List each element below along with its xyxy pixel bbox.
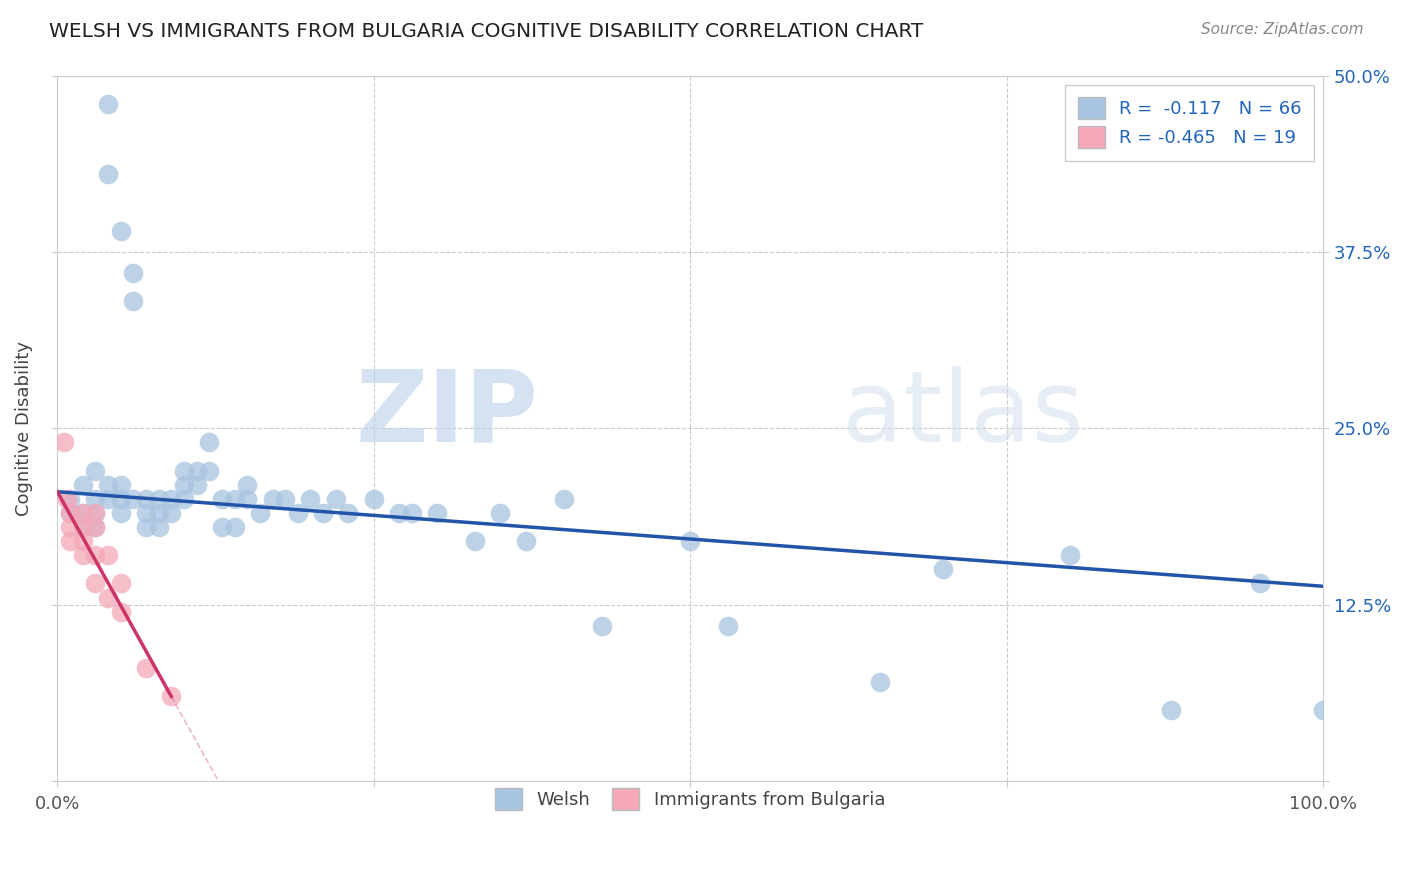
Point (388, 506, 411, 520)
Point (224, 491, 246, 506)
Point (52, 435, 75, 450)
Point (679, 534, 702, 549)
Point (72, 477, 94, 491)
Point (426, 506, 449, 520)
Point (932, 562, 955, 576)
Point (160, 690, 183, 704)
Point (97, 491, 120, 506)
Point (110, 506, 132, 520)
Point (591, 619, 613, 633)
Point (59, 520, 82, 534)
Text: Source: ZipAtlas.com: Source: ZipAtlas.com (1201, 22, 1364, 37)
Point (110, 576, 132, 591)
Point (135, 506, 157, 520)
Point (72, 506, 94, 520)
Point (464, 534, 486, 549)
Point (59, 534, 82, 549)
Point (249, 506, 271, 520)
Point (97, 96, 120, 111)
Point (56, 491, 79, 506)
Point (84, 506, 107, 520)
Point (186, 477, 208, 491)
Point (59, 506, 82, 520)
Point (97, 477, 120, 491)
Point (211, 520, 233, 534)
Point (72, 506, 94, 520)
Point (236, 477, 259, 491)
Point (122, 294, 145, 309)
Point (97, 591, 120, 605)
Point (110, 605, 132, 619)
Point (72, 520, 94, 534)
Point (84, 548, 107, 562)
Point (110, 477, 132, 491)
Point (401, 506, 423, 520)
Point (84, 520, 107, 534)
Point (84, 520, 107, 534)
Point (173, 491, 195, 506)
Point (274, 491, 297, 506)
Point (148, 520, 170, 534)
Point (1249, 576, 1271, 591)
Text: ZIP: ZIP (356, 366, 538, 463)
Point (72, 534, 94, 549)
Point (236, 491, 259, 506)
Point (299, 491, 322, 506)
Point (110, 224, 132, 238)
Point (72, 520, 94, 534)
Point (198, 464, 221, 478)
Point (59, 506, 82, 520)
Point (84, 464, 107, 478)
Point (553, 491, 575, 506)
Point (1059, 548, 1081, 562)
Y-axis label: Cognitive Disability: Cognitive Disability (15, 341, 32, 516)
Text: WELSH VS IMMIGRANTS FROM BULGARIA COGNITIVE DISABILITY CORRELATION CHART: WELSH VS IMMIGRANTS FROM BULGARIA COGNIT… (49, 22, 924, 41)
Point (198, 435, 221, 450)
Point (135, 661, 157, 675)
Point (312, 506, 335, 520)
Point (224, 520, 246, 534)
Text: atlas: atlas (842, 366, 1084, 463)
Point (173, 464, 195, 478)
Point (869, 675, 891, 690)
Point (59, 491, 82, 506)
Point (1160, 703, 1182, 717)
Point (122, 266, 145, 280)
Point (72, 548, 94, 562)
Point (97, 167, 120, 181)
Point (84, 576, 107, 591)
Point (262, 491, 284, 506)
Point (211, 491, 233, 506)
Point (489, 506, 512, 520)
Point (337, 506, 360, 520)
Point (148, 491, 170, 506)
Point (287, 506, 309, 520)
Point (160, 506, 183, 520)
Point (1312, 703, 1334, 717)
Point (325, 491, 347, 506)
Point (717, 619, 740, 633)
Point (363, 491, 385, 506)
Point (122, 491, 145, 506)
Point (135, 520, 157, 534)
Legend: Welsh, Immigrants from Bulgaria: Welsh, Immigrants from Bulgaria (481, 774, 900, 825)
Point (160, 491, 183, 506)
Point (135, 491, 157, 506)
Point (173, 477, 195, 491)
Point (148, 506, 170, 520)
Point (84, 491, 107, 506)
Point (110, 491, 132, 506)
Point (515, 534, 537, 549)
Point (97, 548, 120, 562)
Point (84, 506, 107, 520)
Point (186, 464, 208, 478)
